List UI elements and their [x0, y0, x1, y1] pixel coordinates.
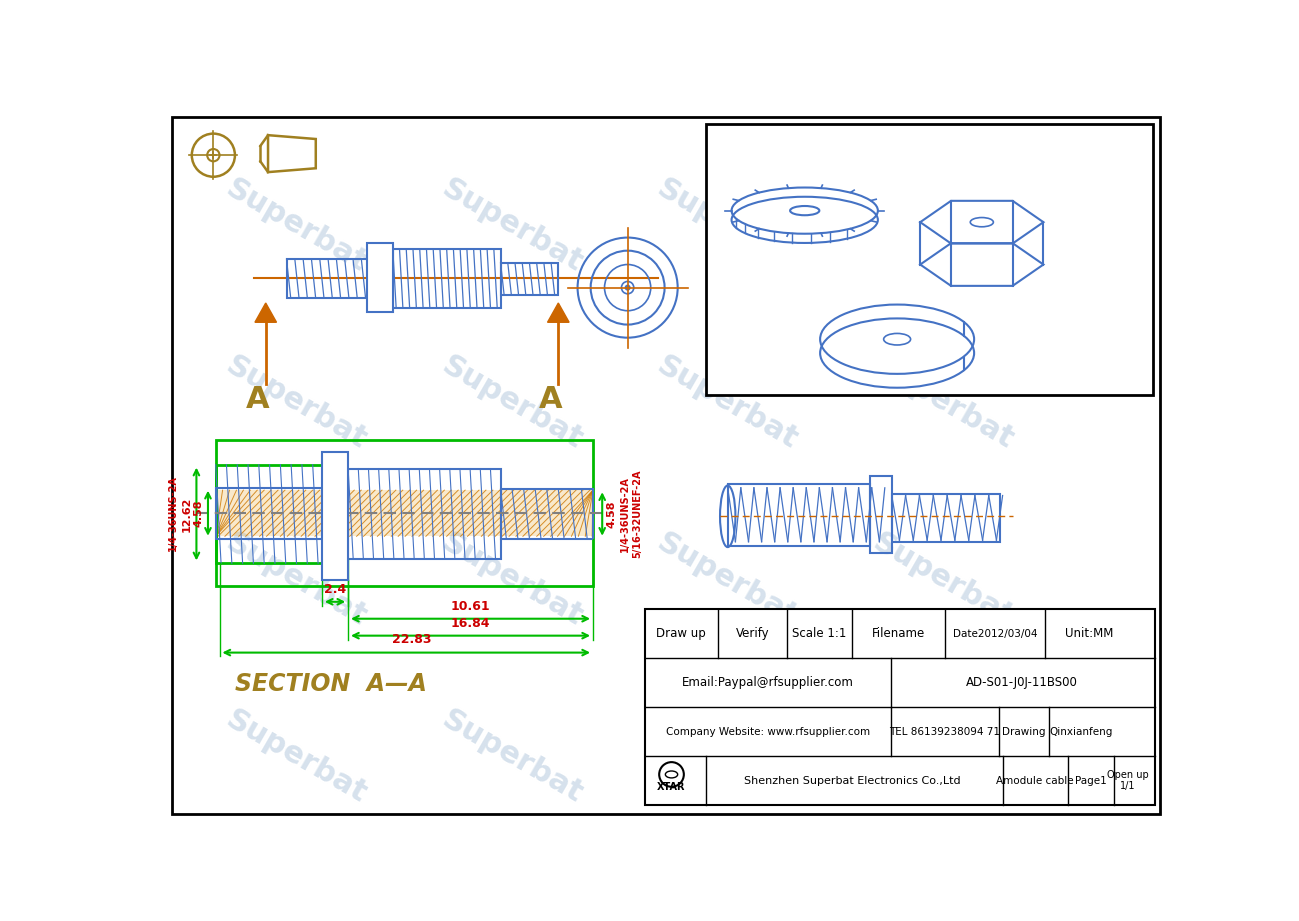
- Text: 4.58: 4.58: [607, 500, 617, 528]
- Bar: [287, 259, 370, 297]
- Text: Superbat: Superbat: [436, 351, 587, 455]
- Bar: [392, 249, 500, 308]
- Text: Superbat: Superbat: [436, 174, 587, 278]
- Text: 12.62: 12.62: [182, 496, 191, 531]
- Bar: [348, 469, 500, 559]
- Bar: [216, 488, 323, 539]
- Text: 5/16-32UNEF-2A: 5/16-32UNEF-2A: [631, 470, 642, 558]
- Text: Shenzhen Superbat Electronics Co.,Ltd: Shenzhen Superbat Electronics Co.,Ltd: [744, 775, 961, 786]
- Text: 1/4-36UNS-2A: 1/4-36UNS-2A: [621, 476, 630, 552]
- Text: Date2012/03/04: Date2012/03/04: [952, 629, 1037, 639]
- Text: Amodule cable: Amodule cable: [996, 775, 1074, 786]
- Text: Superbat: Superbat: [652, 174, 803, 278]
- Bar: [368, 243, 392, 312]
- Text: Page1: Page1: [1076, 775, 1107, 786]
- Text: 22.83: 22.83: [392, 634, 431, 647]
- Text: Company Website: www.rfsupplier.com: Company Website: www.rfsupplier.com: [665, 727, 870, 737]
- Text: Superbat: Superbat: [221, 705, 372, 810]
- Text: Filename: Filename: [872, 627, 925, 640]
- Text: Drawing: Drawing: [1002, 727, 1046, 737]
- Text: A: A: [539, 385, 562, 414]
- Text: Superbat: Superbat: [436, 529, 587, 632]
- Text: XTAR: XTAR: [657, 782, 686, 792]
- Text: 2.4: 2.4: [323, 583, 346, 596]
- Text: Superbat: Superbat: [868, 351, 1018, 455]
- Bar: [891, 494, 999, 542]
- Bar: [500, 263, 559, 296]
- Bar: [216, 490, 592, 536]
- Bar: [500, 489, 592, 539]
- Text: Superbat: Superbat: [868, 705, 1018, 810]
- Text: 16.84: 16.84: [451, 616, 490, 629]
- Bar: [727, 484, 870, 545]
- Bar: [707, 124, 1152, 395]
- Text: Email:Paypal@rfsupplier.com: Email:Paypal@rfsupplier.com: [682, 676, 853, 689]
- Text: AD-S01-J0J-11BS00: AD-S01-J0J-11BS00: [966, 676, 1078, 689]
- Bar: [216, 465, 323, 564]
- Text: 4.58: 4.58: [194, 499, 204, 527]
- Text: A: A: [247, 385, 270, 414]
- Text: SECTION  A—A: SECTION A—A: [235, 672, 427, 696]
- Text: Superbat: Superbat: [221, 351, 372, 455]
- Bar: [322, 451, 348, 580]
- Bar: [216, 440, 592, 587]
- Text: Superbat: Superbat: [652, 529, 803, 632]
- Circle shape: [625, 286, 630, 290]
- Text: 10.61: 10.61: [451, 600, 490, 612]
- Text: Qinxianfeng: Qinxianfeng: [1050, 727, 1113, 737]
- Text: Superbat: Superbat: [652, 351, 803, 455]
- Text: 1/4-36UNS-2A: 1/4-36UNS-2A: [169, 475, 178, 551]
- Bar: [870, 476, 891, 554]
- Bar: [644, 610, 1155, 805]
- Text: Superbat: Superbat: [221, 174, 372, 278]
- Polygon shape: [548, 303, 569, 322]
- Text: Open up
1/1: Open up 1/1: [1107, 770, 1150, 791]
- Text: Verify: Verify: [735, 627, 769, 640]
- Text: Scale 1:1: Scale 1:1: [792, 627, 847, 640]
- Text: Superbat: Superbat: [221, 529, 372, 632]
- Text: Unit:MM: Unit:MM: [1065, 627, 1113, 640]
- Text: Superbat: Superbat: [652, 705, 803, 810]
- Text: Superbat: Superbat: [436, 705, 587, 810]
- Text: Superbat: Superbat: [868, 174, 1018, 278]
- Text: TEL 86139238094 71: TEL 86139238094 71: [890, 727, 1000, 737]
- Polygon shape: [255, 303, 277, 322]
- Text: Superbat: Superbat: [868, 529, 1018, 632]
- Text: Draw up: Draw up: [656, 627, 705, 640]
